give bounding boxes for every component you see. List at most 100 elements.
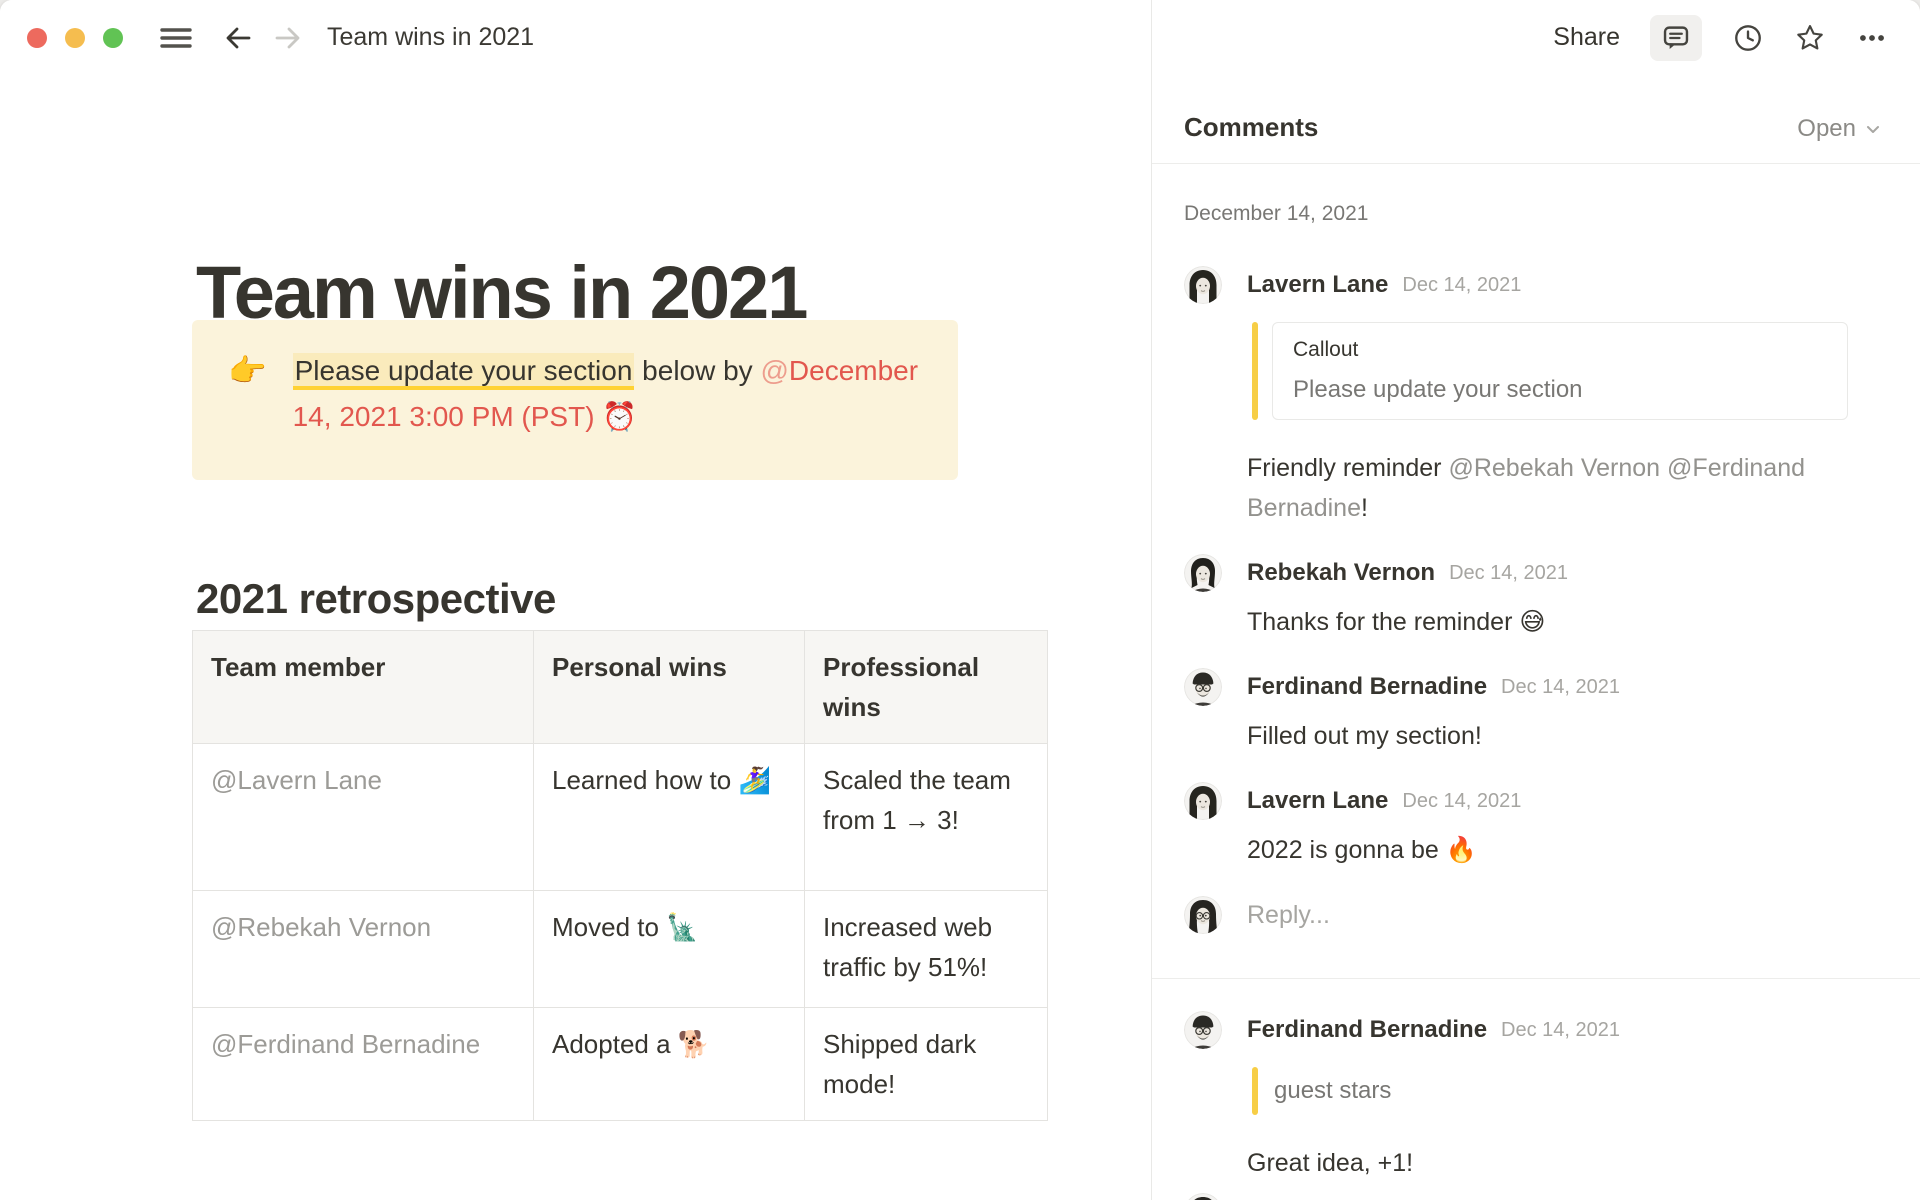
quoted-text: guest stars: [1274, 1077, 1392, 1104]
comment-text-segment: Great idea, +1!: [1247, 1149, 1414, 1177]
comment: Lavern Lane Dec 14, 2021 2022 is gonna be …: [1184, 782, 1878, 870]
comment-header: Lavern Lane Dec 14, 2021: [1247, 782, 1878, 820]
comment: Ferdinand Bernadine Dec 14, 2021 Filled ou…: [1184, 668, 1878, 756]
quoted-text: Please update your section: [1293, 376, 1583, 403]
comment-header: Ferdinand Bernadine Dec 14, 2021: [1247, 668, 1878, 706]
comment-thread: Ferdinand Bernadine Dec 14, 2021 guest sta…: [1184, 1011, 1878, 1200]
table-row: @Lavern Lane Learned how to 🏄‍♀️ Scaled th…: [192, 743, 1048, 891]
callout-plain-text: below by: [634, 355, 761, 386]
table-cell[interactable]: Increased web traffic by 51%!: [804, 890, 1048, 1008]
topbar-actions: Share: [1553, 0, 1920, 75]
clock-icon[interactable]: [1732, 22, 1764, 54]
comment-author: Lavern Lane: [1247, 271, 1389, 298]
person-mention[interactable]: @Rebekah Vernon: [1448, 454, 1661, 482]
person-mention[interactable]: @Ferdinand Bernadine: [1247, 454, 1805, 522]
table-header-cell[interactable]: Professional wins: [804, 630, 1048, 744]
comment-text: 2022 is gonna be 🔥: [1247, 830, 1878, 870]
comment-date: Dec 14, 2021: [1402, 273, 1522, 296]
window-controls: [27, 27, 123, 48]
table-cell[interactable]: Moved to 🗽: [533, 890, 805, 1008]
comment-quote[interactable]: Callout Please update your section: [1252, 322, 1848, 420]
document-area: Team wins in 2021 Team wins in 2021 👉 Pl…: [0, 0, 1048, 1121]
comment-text-segment: Friendly reminder: [1247, 454, 1449, 482]
comments-date-group: December 14, 2021: [1184, 202, 1369, 225]
quoted-block: Callout Please update your section: [1272, 322, 1848, 420]
comments-filter-dropdown[interactable]: Open: [1797, 115, 1882, 143]
comment-text-segment: [1660, 454, 1667, 482]
table-header-row: Team member Personal wins Professional win…: [192, 630, 1048, 744]
callout-text: Please update your section below by @Dec…: [292, 348, 932, 440]
quoted-block-type: Callout: [1293, 338, 1359, 361]
comment-text-segment: !: [1360, 494, 1368, 522]
reply-placeholder: Reply...: [1247, 900, 1330, 929]
comments-header: Comments Open: [1152, 0, 1920, 164]
comment-text: Thanks for the reminder 😅: [1247, 602, 1878, 642]
thread-divider: [1152, 978, 1920, 979]
comment-date: Dec 14, 2021: [1501, 1018, 1621, 1041]
comment-text-segment: Thanks for the reminder 😅: [1247, 608, 1546, 636]
ellipsis-icon[interactable]: [1856, 22, 1888, 54]
breadcrumb-page-title[interactable]: Team wins in 2021: [327, 23, 535, 51]
person-mention[interactable]: @Lavern Lane: [211, 765, 382, 795]
comment-author: Ferdinand Bernadine: [1247, 673, 1488, 700]
comment-text: Great idea, +1!: [1247, 1143, 1878, 1183]
minimize-window-button[interactable]: [65, 27, 85, 48]
chevron-down-icon: [1867, 126, 1879, 133]
comment-author: Ferdinand Bernadine: [1247, 1016, 1488, 1043]
table-cell[interactable]: Scaled the team from 1 → 3!: [804, 743, 1048, 891]
avatar: [1184, 668, 1222, 706]
comment-header: Rebekah Vernon Dec 14, 2021: [1247, 554, 1878, 592]
avatar: [1184, 1193, 1222, 1200]
quote-yellow-bar: [1252, 1067, 1258, 1115]
comment-date: Dec 14, 2021: [1501, 675, 1621, 698]
table-cell[interactable]: Adopted a 🐕: [533, 1007, 805, 1121]
commented-text[interactable]: Please update your section: [292, 353, 635, 390]
page-title: Team wins in 2021: [196, 250, 808, 334]
comment-quote[interactable]: guest stars: [1252, 1067, 1848, 1115]
zoom-window-button[interactable]: [103, 27, 123, 48]
reply-input[interactable]: Reply...: [1184, 896, 1878, 934]
avatar: [1184, 1011, 1222, 1049]
comment-thread: Lavern Lane Dec 14, 2021 Callout Please upd…: [1184, 266, 1878, 934]
comment-header: Ferdinand Bernadine Dec 14, 2021: [1247, 1011, 1878, 1049]
person-mention[interactable]: @Rebekah Vernon: [211, 912, 432, 942]
reply-input[interactable]: [1184, 1193, 1878, 1200]
comment-author: Lavern Lane: [1247, 787, 1389, 814]
hamburger-icon[interactable]: [159, 21, 193, 55]
table-row: @Rebekah Vernon Moved to 🗽 Increased web t…: [192, 890, 1048, 1008]
comment-date: Dec 14, 2021: [1402, 789, 1522, 812]
comment-text: Friendly reminder @Rebekah Vernon @Ferdi…: [1247, 448, 1878, 528]
avatar: [1184, 782, 1222, 820]
pointing-right-emoji-icon: 👉: [228, 353, 267, 388]
quote-yellow-bar: [1252, 322, 1258, 420]
comments-sidebar: Comments Open December 14, 2021 Lavern L…: [1151, 0, 1920, 1200]
table-header-cell[interactable]: Team member: [192, 630, 534, 744]
comment-text-segment: 2022 is gonna be 🔥: [1247, 836, 1477, 864]
table-cell[interactable]: @Ferdinand Bernadine: [192, 1007, 534, 1121]
comment-date: Dec 14, 2021: [1449, 561, 1569, 584]
table-cell[interactable]: Learned how to 🏄‍♀️: [533, 743, 805, 891]
comments-panel-title: Comments: [1184, 112, 1319, 142]
table-cell[interactable]: Shipped dark mode!: [804, 1007, 1048, 1121]
window-topbar: Team wins in 2021: [0, 0, 534, 75]
forward-arrow-icon[interactable]: [271, 21, 305, 55]
share-button[interactable]: Share: [1553, 23, 1620, 51]
person-mention[interactable]: @Ferdinand Bernadine: [211, 1029, 481, 1059]
retrospective-table: Team member Personal wins Professional win…: [192, 630, 1048, 1121]
comment-author: Rebekah Vernon: [1247, 559, 1436, 586]
comment: Ferdinand Bernadine Dec 14, 2021 guest sta…: [1184, 1011, 1878, 1183]
avatar: [1184, 266, 1222, 304]
comment-bubble-icon[interactable]: [1650, 14, 1702, 61]
table-row: @Ferdinand Bernadine Adopted a 🐕 Shipped d…: [192, 1007, 1048, 1121]
star-icon[interactable]: [1794, 22, 1826, 54]
comment-text-segment: Filled out my section!: [1247, 722, 1482, 750]
table-header-cell[interactable]: Personal wins: [533, 630, 805, 744]
comment-header: Lavern Lane Dec 14, 2021: [1247, 266, 1878, 304]
comment: Rebekah Vernon Dec 14, 2021 Thanks for the…: [1184, 554, 1878, 642]
table-cell[interactable]: @Lavern Lane: [192, 743, 534, 891]
back-arrow-icon[interactable]: [221, 21, 255, 55]
close-window-button[interactable]: [27, 27, 47, 48]
reminder-mention[interactable]: @December 14, 2021 3:00 PM (PST) ⏰: [292, 355, 919, 432]
table-cell[interactable]: @Rebekah Vernon: [192, 890, 534, 1008]
comment-text: Filled out my section!: [1247, 716, 1878, 756]
